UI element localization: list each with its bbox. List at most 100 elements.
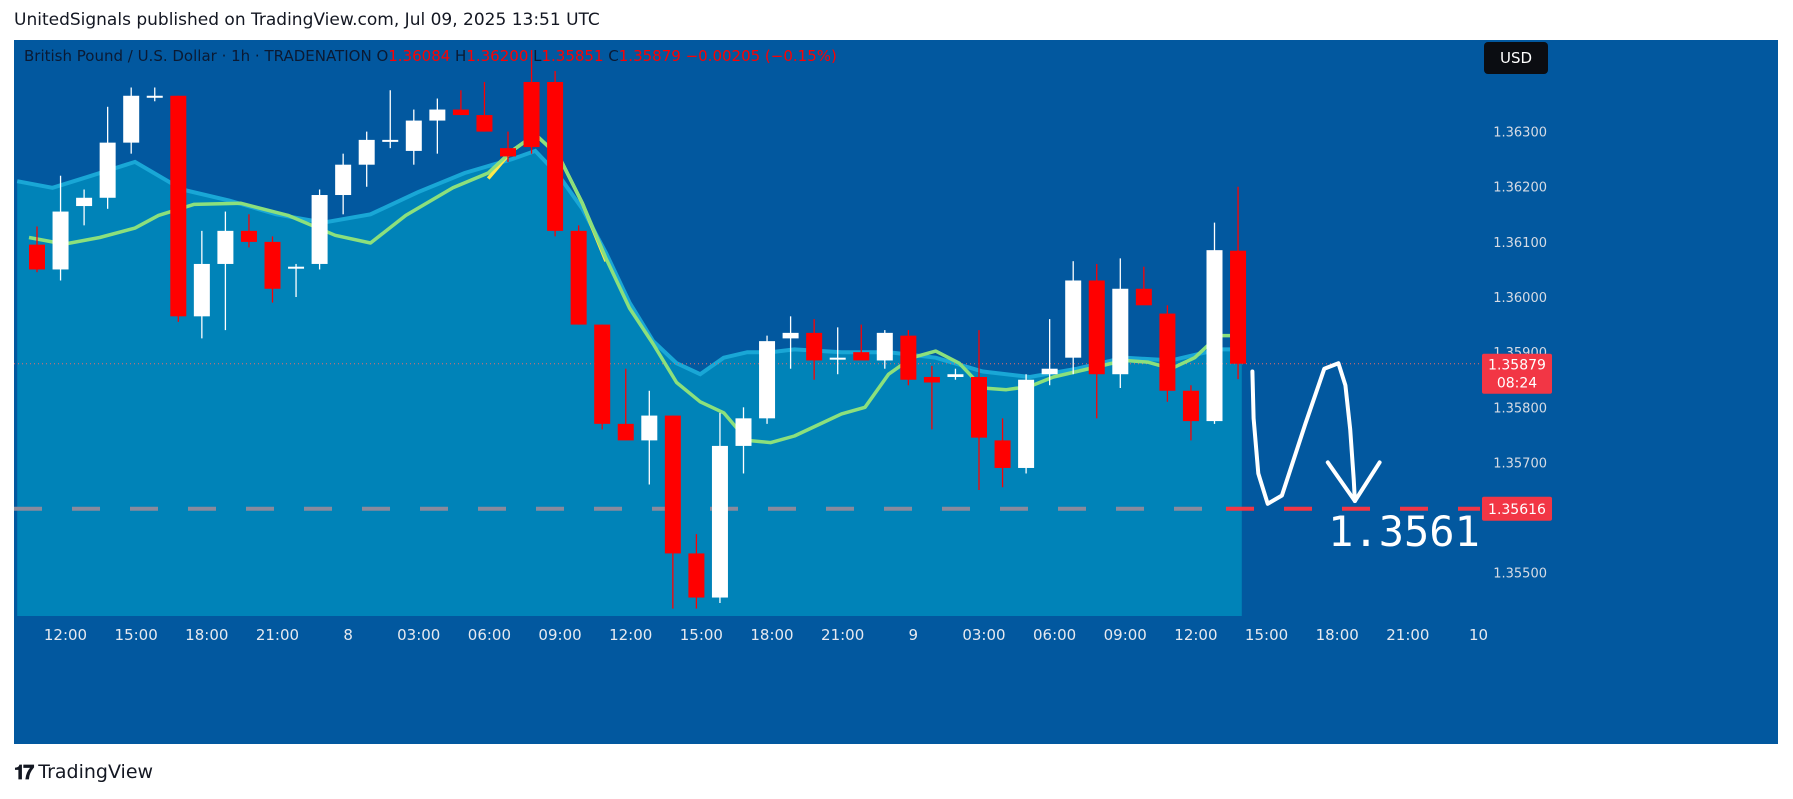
candle <box>193 230 210 339</box>
y-tick-label: 1.35700 <box>1493 456 1547 471</box>
y-tick-label: 1.35500 <box>1493 567 1547 582</box>
bar-countdown-label: 08:24 <box>1497 376 1537 392</box>
candle-body <box>1206 250 1223 422</box>
candle-body <box>240 230 257 242</box>
candle-body <box>523 81 540 148</box>
candle <box>76 189 93 226</box>
tradingview-footer[interactable]: 𝟏𝟕 TradingView <box>14 760 153 784</box>
candle <box>664 415 681 609</box>
candle-body <box>923 376 940 383</box>
x-tick-label: 03:00 <box>397 626 440 644</box>
x-tick-label: 12:00 <box>1174 626 1217 644</box>
candle <box>735 407 752 474</box>
currency-button[interactable]: USD <box>1484 42 1548 74</box>
candle-body <box>1230 250 1247 364</box>
candle-body <box>1041 368 1058 375</box>
candle <box>429 98 446 154</box>
candle <box>335 153 352 215</box>
candle-body <box>617 423 634 441</box>
candle-body <box>382 139 399 142</box>
candle <box>1230 186 1247 380</box>
candle <box>146 87 163 102</box>
x-tick-label: 18:00 <box>1316 626 1359 644</box>
candle <box>217 211 234 331</box>
candle <box>311 189 328 270</box>
candle-body <box>876 332 893 361</box>
candle-body <box>288 266 305 269</box>
tradingview-brand: TradingView <box>38 761 154 783</box>
candle <box>688 534 705 609</box>
candle-body <box>217 230 234 264</box>
chart-legend: British Pound / U.S. Dollar · 1h · TRADE… <box>24 47 837 65</box>
candle <box>594 324 611 430</box>
candle <box>806 319 823 380</box>
candle <box>876 330 893 369</box>
candle-body <box>170 95 187 317</box>
candle <box>1182 385 1199 441</box>
y-tick-label: 1.36200 <box>1493 181 1547 196</box>
candle-body <box>759 341 776 419</box>
legend-low: 1.35851 <box>541 47 608 65</box>
x-tick-label: 12:00 <box>44 626 87 644</box>
x-tick-label: 10 <box>1469 626 1488 644</box>
candle <box>971 330 987 491</box>
legend-high: 1.36200 <box>466 47 533 65</box>
candle-body <box>99 142 116 198</box>
candle-body <box>994 440 1011 468</box>
candle-body <box>264 241 281 289</box>
candlestick-chart[interactable]: 1.35611.363001.362001.361001.360001.3590… <box>14 40 1778 744</box>
candle <box>947 368 964 380</box>
level-price-label: 1.35616 <box>1488 502 1546 518</box>
candle-body <box>735 418 752 446</box>
candle-body <box>1135 288 1152 306</box>
candle-body <box>782 332 799 339</box>
candle-body <box>358 139 375 165</box>
candle <box>782 316 799 369</box>
candle <box>1018 374 1035 474</box>
x-tick-label: 15:00 <box>1245 626 1288 644</box>
legend-close: 1.35879 <box>619 47 686 65</box>
publication-header: UnitedSignals published on TradingView.c… <box>14 10 600 30</box>
currency-button-bg <box>1484 42 1548 74</box>
candle <box>476 81 493 132</box>
candle <box>1206 222 1223 424</box>
candle-body <box>688 553 705 598</box>
candle-body <box>146 95 163 98</box>
candle <box>1112 258 1129 389</box>
candle <box>240 214 257 248</box>
x-tick-label: 15:00 <box>115 626 158 644</box>
legend-change: −0.00205 (−0.15%) <box>686 47 837 65</box>
currency-button-label: USD <box>1500 49 1532 67</box>
candle <box>170 95 187 322</box>
candle-body <box>1159 313 1176 391</box>
x-tick-label: 8 <box>343 626 353 644</box>
candle-body <box>52 211 69 270</box>
level-price-tag <box>1482 496 1552 521</box>
candle <box>641 390 658 485</box>
x-tick-label: 12:00 <box>609 626 652 644</box>
x-tick-label: 03:00 <box>962 626 1005 644</box>
candle <box>853 324 870 361</box>
candle <box>617 368 634 441</box>
candle <box>99 106 116 209</box>
candle <box>1159 305 1176 402</box>
legend-c-label: C <box>608 47 618 65</box>
y-tick-label: 1.36100 <box>1493 236 1547 251</box>
price-axis: 1.363001.362001.361001.360001.359001.358… <box>1482 126 1552 582</box>
baseline-area <box>17 150 1242 616</box>
current-price-label: 1.35879 <box>1488 358 1546 374</box>
y-tick-label: 1.35800 <box>1493 401 1547 416</box>
candle-body <box>1182 390 1199 422</box>
candle <box>52 175 69 281</box>
tradingview-logo-icon: 𝟏𝟕 <box>14 760 34 784</box>
candle <box>29 226 45 273</box>
candle <box>358 131 375 187</box>
candle <box>994 418 1011 488</box>
projection-path <box>1250 361 1357 506</box>
candle-body <box>947 374 964 377</box>
candle-body <box>476 115 493 132</box>
candle-body <box>547 81 564 231</box>
candle-body <box>664 415 681 554</box>
candle-body <box>1088 280 1105 375</box>
candle-body <box>311 195 328 264</box>
